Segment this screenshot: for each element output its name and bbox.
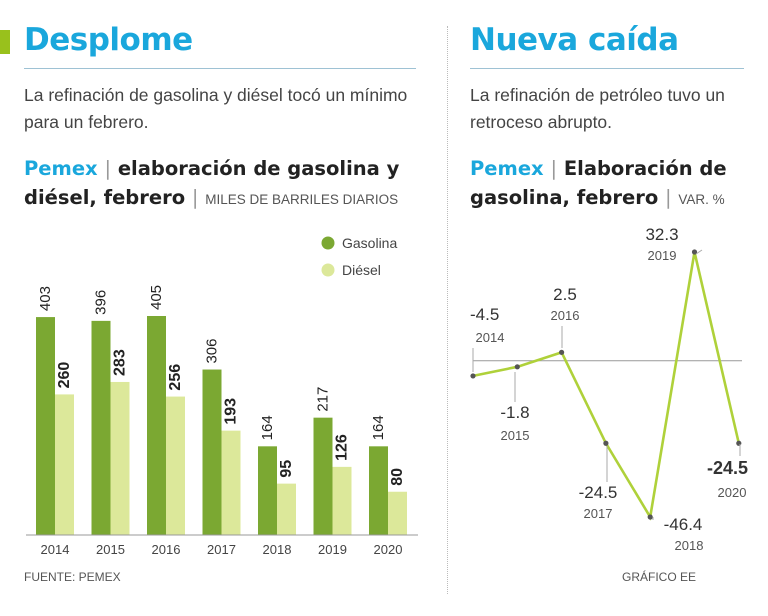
bar-gasolina-2020 (369, 446, 388, 535)
bar-label-gasolina-2015: 396 (93, 290, 110, 315)
value-label-2020: -24.5 (707, 458, 748, 478)
year-label-2015: 2015 (501, 428, 530, 443)
bar-label-diésel-2019: 126 (334, 434, 351, 461)
left-chart-brand: Pemex (24, 157, 98, 180)
bar-label-diésel-2017: 193 (223, 398, 240, 425)
right-title-rule (470, 68, 744, 69)
x-tick-label-2014: 2014 (41, 542, 70, 557)
leader-2019 (695, 249, 703, 255)
left-chart-title: Pemex | elaboración de gasolina y diésel… (24, 154, 434, 214)
left-subtitle: La refinación de gasolina y diésel tocó … (24, 85, 408, 132)
point-2016 (559, 349, 565, 355)
left-title: Desplome (24, 22, 193, 58)
year-label-2019: 2019 (648, 248, 677, 263)
year-label-2016: 2016 (551, 308, 580, 323)
right-chart-title: Pemex | Elaboración de gasolina, febrero… (470, 154, 762, 214)
bar-label-diésel-2018: 95 (278, 460, 295, 478)
bar-label-gasolina-2016: 405 (148, 285, 165, 310)
value-label-2018: -46.4 (664, 515, 703, 534)
legend-label-diésel: Diésel (342, 262, 381, 278)
bar-label-gasolina-2017: 306 (204, 339, 221, 364)
x-tick-label-2017: 2017 (207, 542, 236, 557)
column-divider (447, 26, 448, 594)
bar-label-diésel-2016: 256 (167, 364, 184, 391)
bar-diésel-2019 (332, 466, 352, 535)
bar-gasolina-2018 (258, 446, 277, 535)
point-2015 (514, 364, 520, 370)
bar-label-gasolina-2018: 164 (259, 415, 276, 440)
left-title-separator: | (104, 157, 112, 180)
x-tick-label-2019: 2019 (318, 542, 347, 557)
value-label-2015: -1.8 (500, 403, 529, 422)
bar-label-diésel-2020: 80 (389, 468, 406, 486)
year-label-2014: 2014 (476, 330, 505, 345)
bar-diésel-2018 (277, 483, 296, 535)
legend-swatch-diésel (321, 263, 335, 277)
right-subtitle: La refinación de petróleo tuvo un retroc… (470, 85, 725, 132)
x-tick-label-2020: 2020 (374, 542, 403, 557)
x-tick-label-2015: 2015 (96, 542, 125, 557)
bar-diésel-2020 (388, 491, 407, 535)
line-series (472, 251, 741, 521)
point-2018 (647, 514, 653, 520)
bar-label-gasolina-2019: 217 (315, 387, 332, 412)
bar-diésel-2014 (55, 394, 74, 535)
value-label-2017: -24.5 (579, 483, 618, 502)
bar-gasolina-2014 (36, 317, 55, 535)
x-tick-label-2018: 2018 (263, 542, 292, 557)
right-title: Nueva caída (470, 22, 679, 58)
value-label-2016: 2.5 (553, 285, 577, 304)
graphic-credit: GRÁFICO EE (622, 570, 697, 584)
bar-label-gasolina-2014: 403 (37, 286, 54, 311)
left-title-rule (24, 68, 416, 69)
legend-label-gasolina: Gasolina (342, 235, 397, 251)
right-chart-unit: VAR. % (678, 192, 725, 207)
year-label-2018: 2018 (675, 538, 704, 553)
point-2019 (691, 249, 698, 255)
value-label-2019: 32.3 (645, 225, 678, 244)
bar-gasolina-2019 (313, 417, 333, 535)
bar-label-gasolina-2020: 164 (370, 415, 387, 440)
right-chart-title-text: Elaboración de gasolina, febrero (470, 157, 727, 209)
x-tick-label-2016: 2016 (152, 542, 181, 557)
bar-label-diésel-2014: 260 (56, 362, 73, 389)
left-chart-title-text: elaboración de gasolina y diésel, febrer… (24, 157, 400, 209)
point-2014 (470, 373, 476, 379)
right-unit-separator: | (665, 186, 672, 209)
accent-bar (0, 30, 10, 54)
year-label-2017: 2017 (584, 506, 613, 521)
left-chart-unit: MILES DE BARRILES DIARIOS (205, 192, 399, 207)
bar-gasolina-2015 (91, 320, 111, 535)
right-chart-brand: Pemex (470, 157, 544, 180)
legend-swatch-gasolina (321, 236, 335, 250)
point-2017 (603, 440, 609, 446)
value-label-2014: -4.5 (470, 305, 499, 324)
left-unit-separator: | (191, 186, 199, 209)
source-note: FUENTE: PEMEX (24, 570, 121, 584)
right-title-separator: | (550, 157, 558, 180)
bar-gasolina-2016 (147, 316, 166, 535)
bar-diésel-2016 (166, 396, 185, 535)
bar-diésel-2017 (221, 430, 241, 535)
bar-label-diésel-2015: 283 (112, 349, 129, 376)
year-label-2020: 2020 (718, 485, 747, 500)
bar-gasolina-2017 (202, 369, 222, 535)
bar-diésel-2015 (110, 381, 130, 535)
point-2020 (736, 440, 742, 446)
